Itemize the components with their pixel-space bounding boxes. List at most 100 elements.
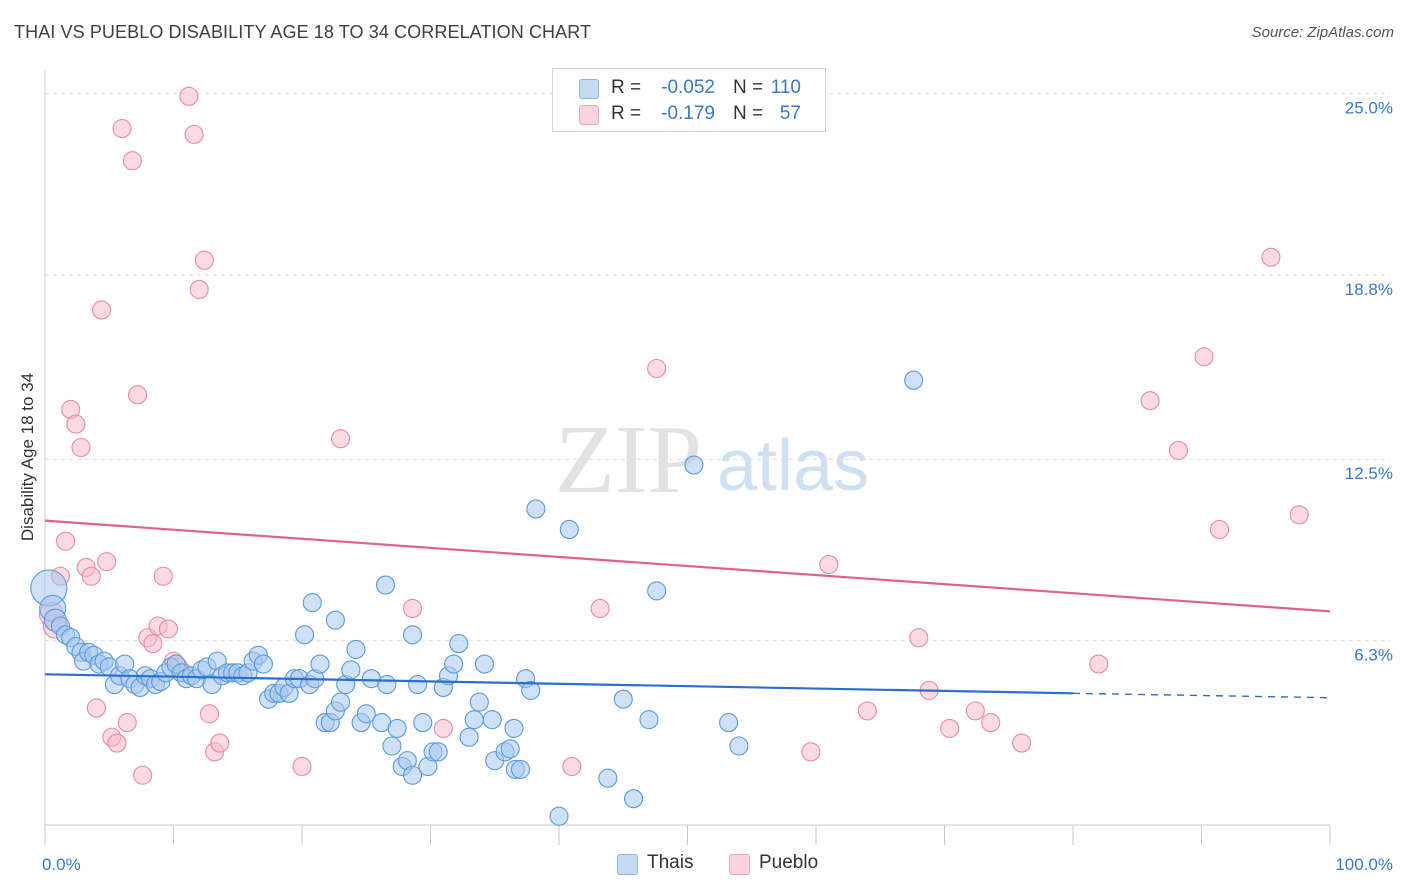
pueblo-point [857,701,877,721]
pueblo-point [97,552,117,572]
pueblo-point [965,701,985,721]
pueblo-point [801,742,821,762]
pueblo-point [1140,391,1160,411]
thais-point [253,654,274,674]
n-value: 110 [770,77,801,98]
thais-point [500,739,520,759]
thais-point [325,610,345,630]
pueblo-point [647,358,667,379]
pueblo-point [433,718,453,738]
pueblo-point [189,279,209,300]
watermark-atlas: atlas [717,426,869,506]
thais-point [482,710,502,730]
r-label: R = [611,103,642,124]
x-tick-label-min: 0.0% [42,855,81,874]
thais-point [449,634,469,654]
thais-point [504,718,524,738]
thais-point [598,768,618,788]
source-site: ZipAtlas.com [1307,24,1394,41]
thais-point [647,581,667,601]
pueblo-point [981,713,1001,733]
pueblo-point [1289,505,1309,525]
watermark-zip: ZIP [555,406,702,514]
thais-legend-swatch [617,854,638,875]
thais-point [459,727,479,747]
pueblo-point [133,765,153,785]
pueblo-point [1261,247,1281,267]
watermark: ZIP atlas [555,406,869,514]
thais-point [428,742,448,762]
pueblo-point [81,566,101,586]
thais-trend-extension [1072,692,1331,699]
pueblo-point [117,713,137,733]
n-label: N = [733,103,764,124]
pueblo-point [590,598,610,618]
pueblo-point [158,619,178,639]
pueblo-point [107,733,127,753]
thais-trend-line [44,673,1074,695]
y-axis-label: Disability Age 18 to 34 [18,373,37,541]
pueblo-point [194,250,214,270]
pueblo-point [91,300,112,320]
legend-row-pueblo: R = -0.179 N = 57 [553,101,825,127]
pueblo-point [1209,519,1230,539]
pueblo-point [402,598,423,618]
chart-title: THAI VS PUEBLO DISABILITY AGE 18 TO 34 C… [14,22,592,42]
pueblo-point [562,756,582,777]
pueblo-point [153,566,173,586]
thais-point [549,806,569,826]
legend-row-thais: R = -0.052 N = 110 [553,75,825,101]
correlation-legend: R = -0.052 N = 110 R = -0.179 N = 57 [552,68,826,132]
thais-point [346,639,366,659]
gridlines [45,92,1390,642]
thais-point [377,674,397,695]
thais-point [510,759,531,779]
thais-point [295,625,315,645]
pueblo-legend-swatch [729,854,750,875]
thais-point [474,654,495,674]
pueblo-point [86,698,106,718]
n-label: N = [733,77,764,98]
thais-point [729,736,749,756]
pueblo-point [184,124,204,144]
pueblo-swatch [579,105,599,125]
thais-point [375,575,396,595]
x-tick-label-max: 100.0% [1335,855,1393,874]
y-tick-label: 18.8% [1345,280,1393,299]
pueblo-point [1194,347,1214,367]
y-tick-label: 6.3% [1354,646,1393,665]
axes [44,70,1331,845]
thais-point [408,674,428,695]
series-legend: Thais Pueblo [0,852,1406,876]
r-value: -0.052 [661,77,715,98]
pueblo-trend-line [44,519,1331,613]
thais-legend-label: Thais [647,852,694,873]
thais-point [469,692,489,712]
thais-point [526,499,546,519]
thais-swatch [579,79,599,99]
thais-point [330,692,351,712]
thais-point [521,680,541,700]
thais-point [623,789,644,809]
pueblo-point [909,628,929,648]
pueblo-point [940,718,960,738]
thais-point [444,654,464,674]
pueblo-point [56,531,76,551]
thais-point [684,455,704,475]
thais-point [904,370,924,390]
y-tick-label: 12.5% [1345,464,1393,483]
thais-point [382,736,402,756]
tick-labels: 6.3% 12.5% 18.8% 25.0% 0.0% 100.0% [42,98,1393,874]
thais-point [613,689,633,709]
pueblo-point [330,429,351,449]
pueblo-point [199,704,220,724]
thais-point [559,519,579,539]
thais-point [464,710,484,730]
thais-point [387,718,407,738]
r-value: -0.179 [661,103,715,124]
y-tick-label: 25.0% [1345,98,1393,117]
thais-point [310,654,330,674]
n-value: 57 [779,103,801,124]
source-label: Source: [1251,24,1304,41]
pueblo-point [112,118,132,139]
